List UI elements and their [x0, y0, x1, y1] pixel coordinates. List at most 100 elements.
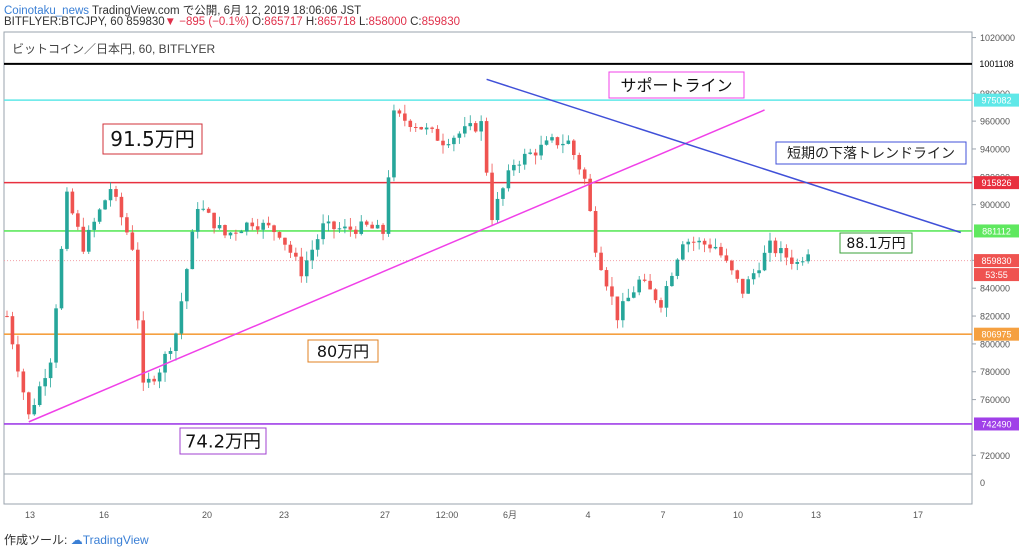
close-label: C:	[410, 16, 422, 28]
candle-body	[43, 378, 47, 387]
ohlc-header: BITFLYER:BTCJPY, 60 859830▼ −895 (−0.1%)…	[4, 16, 460, 28]
candle-body	[76, 213, 80, 227]
candle-body	[599, 252, 603, 271]
price-label-tag	[974, 93, 1019, 107]
candle-body	[533, 152, 538, 156]
lower-pane-frame	[3, 473, 973, 505]
candle-body	[37, 386, 42, 406]
candle-body	[566, 140, 571, 144]
candle-body	[195, 208, 200, 232]
y-tick-label: 1020000	[980, 33, 1015, 43]
candle-body	[32, 405, 37, 415]
candle-body	[217, 225, 222, 229]
candle-body	[326, 221, 331, 224]
candle-body	[544, 140, 549, 145]
countdown-text: 53:55	[985, 270, 1008, 280]
candles-group	[5, 104, 810, 420]
candle-body	[321, 223, 325, 240]
high-value: 865718	[317, 16, 356, 28]
price-label-tag	[974, 417, 1019, 431]
publish-info: TradingView.com で公開, 6月 12, 2019 18:06:0…	[92, 5, 362, 17]
candle-body	[266, 222, 271, 226]
candle-body	[773, 240, 778, 254]
candle-body	[457, 133, 462, 138]
candle-body	[642, 279, 647, 281]
candle-body	[800, 261, 805, 263]
candle-body	[806, 254, 810, 262]
candle-body	[299, 256, 304, 277]
x-tick-label: 13	[811, 510, 821, 520]
countdown-tag	[974, 268, 1019, 282]
annotation-label: サポートライン	[620, 76, 732, 95]
candle-body	[16, 344, 20, 372]
tradingview-link[interactable]: TradingView	[82, 533, 149, 547]
x-tick-label: 20	[202, 510, 212, 520]
candle-body	[784, 248, 789, 258]
annotation-label: 74.2万円	[185, 431, 261, 452]
candle-body	[512, 164, 516, 171]
candle-body	[479, 121, 483, 132]
candle-body	[528, 152, 532, 154]
symbol-info: BITFLYER:BTCJPY, 60	[4, 16, 124, 28]
candle-body	[364, 221, 369, 225]
annotation-label: 91.5万円	[110, 127, 195, 151]
candle-body	[648, 280, 652, 290]
candle-body	[146, 378, 151, 383]
candle-body	[272, 225, 276, 233]
candle-body	[588, 178, 592, 211]
candle-body	[348, 226, 353, 230]
downtrend-trendline	[486, 78, 961, 234]
candle-body	[441, 140, 445, 146]
candle-body	[708, 244, 712, 249]
candle-body	[108, 189, 113, 201]
candle-body	[255, 226, 260, 230]
candle-body	[795, 262, 800, 264]
x-tick-label: 16	[99, 510, 109, 520]
support-trendline	[28, 109, 765, 423]
footer-prefix: 作成ツール:	[4, 533, 68, 547]
y-tick-label: 940000	[980, 144, 1010, 154]
annotation-box	[102, 123, 203, 155]
candle-body	[125, 217, 129, 233]
candle-body	[54, 308, 58, 363]
candle-body	[473, 123, 478, 132]
candle-body	[397, 110, 402, 114]
candle-body	[572, 140, 576, 155]
candle-body	[228, 232, 233, 236]
candle-body	[730, 260, 734, 271]
candle-body	[577, 154, 582, 170]
candle-body	[59, 248, 64, 309]
candle-body	[386, 177, 391, 234]
candle-body	[277, 232, 282, 238]
price-label-text: 881112	[982, 226, 1011, 236]
y-tick-label: 960000	[980, 117, 1010, 127]
annotation-box	[307, 339, 379, 363]
author-link[interactable]: Coinotaku_news	[4, 5, 90, 17]
candle-body	[413, 127, 418, 129]
symbol-title: ビットコイン／日本円, 60, BITFLYER	[12, 42, 216, 56]
price-label-tag	[974, 254, 1019, 268]
x-tick-label: 10	[733, 510, 743, 520]
candle-body	[719, 246, 723, 256]
candle-body	[21, 371, 26, 393]
candle-body	[86, 229, 91, 252]
y-tick-label: 840000	[980, 284, 1010, 294]
candle-body	[174, 333, 178, 352]
price-label-tag	[974, 176, 1019, 190]
candle-body	[206, 208, 211, 213]
candle-body	[201, 208, 205, 210]
candle-body	[408, 120, 413, 128]
candle-body	[185, 269, 189, 302]
candle-body	[790, 257, 794, 264]
candle-body	[239, 231, 244, 234]
candle-body	[555, 137, 560, 146]
candle-body	[294, 252, 298, 257]
candle-body	[70, 191, 75, 214]
candle-body	[370, 224, 374, 229]
candle-body	[702, 240, 707, 245]
annotation-box	[775, 141, 967, 165]
candle-body	[484, 121, 489, 173]
annotation-label: 80万円	[317, 342, 369, 361]
candle-body	[310, 249, 314, 261]
